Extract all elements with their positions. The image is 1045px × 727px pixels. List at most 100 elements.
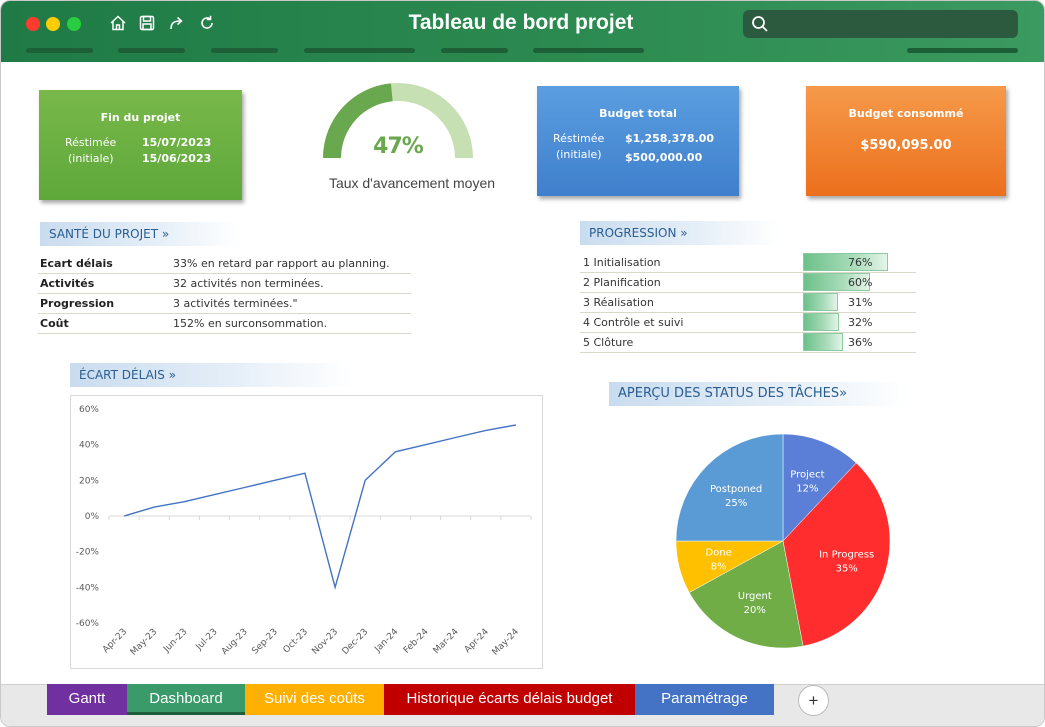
estimated-label: Réstimée [553, 132, 605, 145]
x-tick-label: Jun-23 [161, 627, 189, 655]
phase-progress-bar [803, 293, 838, 311]
y-tick-label: -60% [76, 619, 100, 629]
x-tick-label: May-24 [491, 627, 522, 658]
share-icon[interactable] [168, 14, 186, 32]
x-tick-label: Sep-23 [250, 627, 279, 656]
search-box[interactable] [743, 10, 1018, 38]
x-tick-label: Jul-23 [194, 627, 220, 653]
phase-percent: 76% [848, 256, 873, 269]
health-label: Progression [40, 297, 115, 310]
budget-consumed-card: Budget consommé $590,095.00 [806, 86, 1006, 196]
refresh-icon[interactable] [198, 14, 216, 32]
phase-percent: 36% [848, 336, 873, 349]
pie-slice-percent: 25% [725, 498, 747, 509]
pie-slice-label: Project [790, 469, 824, 480]
pie-slice-percent: 20% [744, 605, 766, 616]
search-icon [752, 16, 768, 32]
x-tick-label: Feb-24 [402, 627, 431, 656]
progression-section-title: PROGRESSION » [580, 221, 780, 245]
x-tick-label: Oct-23 [282, 627, 310, 655]
table-row: Coût 152% en surconsommation. [38, 314, 411, 334]
phase-label: 3 Réalisation [583, 296, 654, 309]
pie-slice-label: In Progress [819, 550, 874, 561]
progress-percent: 47% [373, 134, 424, 159]
tab-cost-tracking[interactable]: Suivi des coûts [245, 684, 384, 715]
delay-line-chart: 60% 40% 20% 0% -20% -40% -60%Apr-23 May-23 Jun-2… [76, 405, 532, 658]
toolbar-indicator [533, 48, 644, 53]
health-label: Coût [40, 317, 69, 330]
initial-end-date: 15/06/2023 [142, 152, 212, 165]
status-section-title: APERÇU DES STATUS DES TÂCHES» [609, 382, 909, 406]
tab-settings[interactable]: Paramétrage [635, 684, 774, 715]
y-tick-label: -40% [76, 583, 100, 593]
tab-gantt[interactable]: Gantt [47, 684, 127, 715]
toolbar-indicator [211, 48, 278, 53]
tab-delay-budget-history[interactable]: Historique écarts délais budget [384, 684, 635, 715]
x-tick-label: Apr-24 [463, 627, 491, 655]
save-icon[interactable] [138, 14, 156, 32]
table-row: 5 Clôture 36% [580, 333, 916, 353]
phase-percent: 32% [848, 316, 873, 329]
tab-dashboard[interactable]: Dashboard [127, 684, 245, 715]
y-tick-label: 0% [85, 512, 100, 522]
toolbar-indicator [441, 48, 508, 53]
phase-percent: 60% [848, 276, 873, 289]
toolbar-indicator [118, 48, 185, 53]
close-window-button[interactable] [26, 17, 40, 31]
health-value: 33% en retard par rapport au planning. [173, 257, 390, 270]
y-tick-label: 20% [79, 476, 99, 486]
add-sheet-button[interactable]: + [798, 685, 829, 716]
pie-slice-percent: 8% [711, 562, 727, 573]
estimated-end-date: 15/07/2023 [142, 136, 212, 149]
y-tick-label: 60% [79, 405, 99, 415]
pie-slice-percent: 35% [836, 564, 858, 575]
x-tick-label: Nov-23 [310, 627, 340, 657]
budget-consumed-value: $590,095.00 [860, 138, 952, 153]
toolbar-indicator [26, 48, 93, 53]
health-value: 32 activités non terminées. [173, 277, 324, 290]
budget-total-title: Budget total [599, 107, 677, 120]
phase-label: 2 Planification [583, 276, 661, 289]
budget-consumed-title: Budget consommé [848, 107, 964, 120]
table-row: 4 Contrôle et suivi 32% [580, 313, 916, 333]
x-tick-label: Jan-24 [372, 627, 400, 655]
pie-slice-percent: 12% [796, 483, 818, 494]
pie-slice-postponed [675, 433, 784, 542]
home-icon[interactable] [109, 14, 127, 32]
health-value: 3 activités terminées." [173, 297, 298, 310]
y-tick-label: 40% [79, 441, 99, 451]
progress-label: Taux d'avancement moyen [328, 175, 496, 191]
progression-table: 1 Initialisation 76% 2 Planification 60%… [580, 253, 916, 353]
window-title: Tableau de bord projet [408, 11, 634, 34]
initial-budget: $500,000.00 [625, 151, 703, 164]
table-row: 3 Réalisation 31% [580, 293, 916, 313]
estimated-label: Réstimée [65, 136, 117, 149]
table-row: Ecart délais 33% en retard par rapport a… [38, 254, 411, 274]
toolbar-indicator [304, 48, 415, 53]
pie-slice-project [782, 433, 857, 542]
phase-progress-bar [803, 253, 889, 271]
pie-slice-label: Done [706, 548, 732, 559]
maximize-window-button[interactable] [67, 17, 81, 31]
phase-label: 5 Clôture [583, 336, 634, 349]
phase-label: 4 Contrôle et suivi [583, 316, 684, 329]
x-tick-label: May-23 [129, 627, 160, 658]
title-bar: Tableau de bord projet [1, 1, 1044, 62]
phase-percent: 31% [848, 296, 873, 309]
x-tick-label: Apr-23 [101, 627, 129, 655]
project-end-card: Fin du projet Réstimée 15/07/2023 (initi… [39, 90, 242, 200]
health-label: Ecart délais [40, 257, 113, 270]
phase-progress-bar [803, 313, 839, 331]
pie-slice-label: Urgent [738, 591, 772, 602]
table-row: 2 Planification 60% [580, 273, 916, 293]
progress-gauge [323, 83, 473, 159]
estimated-budget: $1,258,378.00 [625, 132, 715, 145]
pie-slice-in-progress [782, 462, 891, 647]
pie-slice-label: Postponed [710, 484, 762, 495]
x-tick-label: Mar-24 [432, 627, 461, 656]
pie-slice-urgent [688, 540, 804, 649]
budget-total-card: Budget total Réstimée $1,258,378.00 (ini… [537, 86, 739, 196]
delay-section-title: ÉCART DÉLAIS » [70, 363, 352, 387]
minimize-window-button[interactable] [46, 17, 60, 31]
